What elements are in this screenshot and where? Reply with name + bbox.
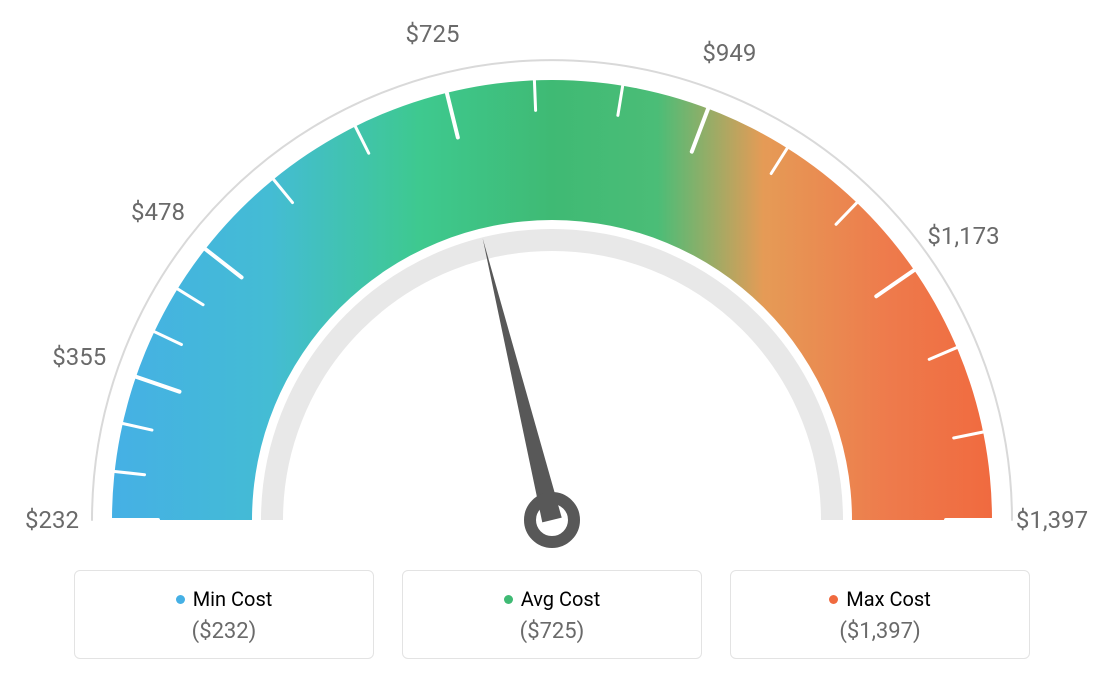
gauge-chart: $232$355$478$725$949$1,173$1,397 <box>22 20 1082 560</box>
legend-card-min: Min Cost ($232) <box>74 570 374 659</box>
legend-value-min: ($232) <box>75 619 373 644</box>
gauge-tick-label: $1,173 <box>927 222 999 250</box>
legend-dot-max <box>829 595 838 604</box>
gauge-tick-label: $949 <box>702 39 756 67</box>
legend-dot-avg <box>504 595 513 604</box>
legend-card-avg: Avg Cost ($725) <box>402 570 702 659</box>
legend-dot-min <box>176 595 185 604</box>
gauge-tick-label: $355 <box>52 343 106 371</box>
legend-label-max: Max Cost <box>846 587 931 611</box>
legend-value-avg: ($725) <box>403 619 701 644</box>
gauge-tick-label: $232 <box>25 506 79 534</box>
legend-row: Min Cost ($232) Avg Cost ($725) Max Cost… <box>20 570 1084 659</box>
legend-value-max: ($1,397) <box>731 619 1029 644</box>
gauge-tick-label: $725 <box>406 20 460 48</box>
legend-card-max: Max Cost ($1,397) <box>730 570 1030 659</box>
gauge-tick-label: $1,397 <box>1016 506 1088 534</box>
legend-label-min: Min Cost <box>193 587 273 611</box>
legend-label-avg: Avg Cost <box>521 587 601 611</box>
gauge-tick-label: $478 <box>131 198 185 226</box>
